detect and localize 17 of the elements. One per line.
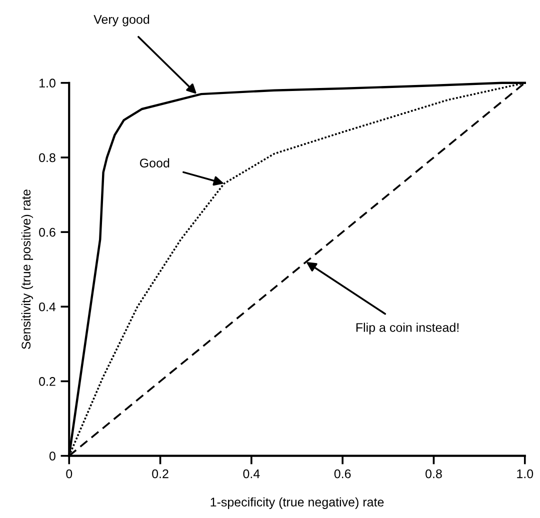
y-tick-label: 1.0 xyxy=(40,78,56,88)
annotation: Good xyxy=(140,158,170,168)
y-tick-label: 0.6 xyxy=(39,228,56,237)
y-tick-label: 0.2 xyxy=(39,377,56,386)
y-tick-label: 0.8 xyxy=(39,153,56,162)
x-tick-label: 0 xyxy=(66,469,72,478)
x-tick-label: 0.4 xyxy=(243,469,260,478)
x-tick-label: 0.6 xyxy=(334,469,351,478)
annotation: Very good xyxy=(94,14,150,26)
y-tick-label: 0.4 xyxy=(39,302,56,312)
y-axis-title: Sensitivity (true positive) rate xyxy=(21,190,33,350)
annotation: Flip a coin instead! xyxy=(356,322,458,334)
x-tick-label: 1.0 xyxy=(517,469,534,478)
x-tick-label: 0.8 xyxy=(426,469,442,478)
x-axis-title: 1-specificity (true negative) rate xyxy=(210,497,384,510)
x-tick-label: 0.2 xyxy=(152,469,168,478)
y-tick-label: 0 xyxy=(49,452,56,460)
